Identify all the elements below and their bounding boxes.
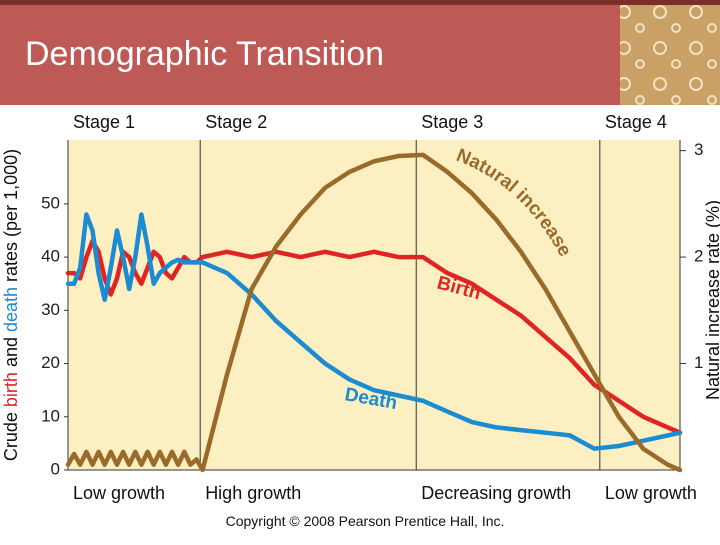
y-tick-label: 0 [51,459,60,478]
growth-label: High growth [205,483,301,503]
y-tick-label: 30 [41,300,60,319]
series-line [65,152,683,473]
slide-title: Demographic Transition [25,35,384,73]
y2-axis-label: Natural increase rate (%) [703,200,720,400]
growth-label: Low growth [605,483,697,503]
series-line [65,212,683,451]
growth-label: Low growth [73,483,165,503]
y2-tick-label: 2 [694,247,703,266]
y-label-part: birth [1,372,21,407]
stage-label: Stage 3 [421,112,483,132]
stage-label: Stage 2 [205,112,267,132]
growth-label: Decreasing growth [421,483,571,503]
y2-tick-label: 3 [694,140,703,159]
footer: Copyright © 2008 Pearson Prentice Hall, … [226,513,505,529]
header-decoration [620,0,720,105]
plot-area [68,140,680,470]
y-tick-label: 10 [41,406,60,425]
header-edge [0,0,720,5]
y-label-part: and [1,332,21,372]
y2-tick-label: 1 [694,353,703,372]
y-label-part: Crude [1,407,21,461]
stage-label: Stage 1 [73,112,135,132]
y-tick-label: 50 [41,193,60,212]
y-label-part: rates (per 1,000) [1,149,21,287]
y-label-part: death [1,287,21,332]
stage-label: Stage 4 [605,112,667,132]
y-tick-label: 40 [41,247,60,266]
header-band [0,0,620,105]
y-axis-label: Crude birth and death rates (per 1,000) [1,149,21,461]
y-tick-label: 20 [41,353,60,372]
